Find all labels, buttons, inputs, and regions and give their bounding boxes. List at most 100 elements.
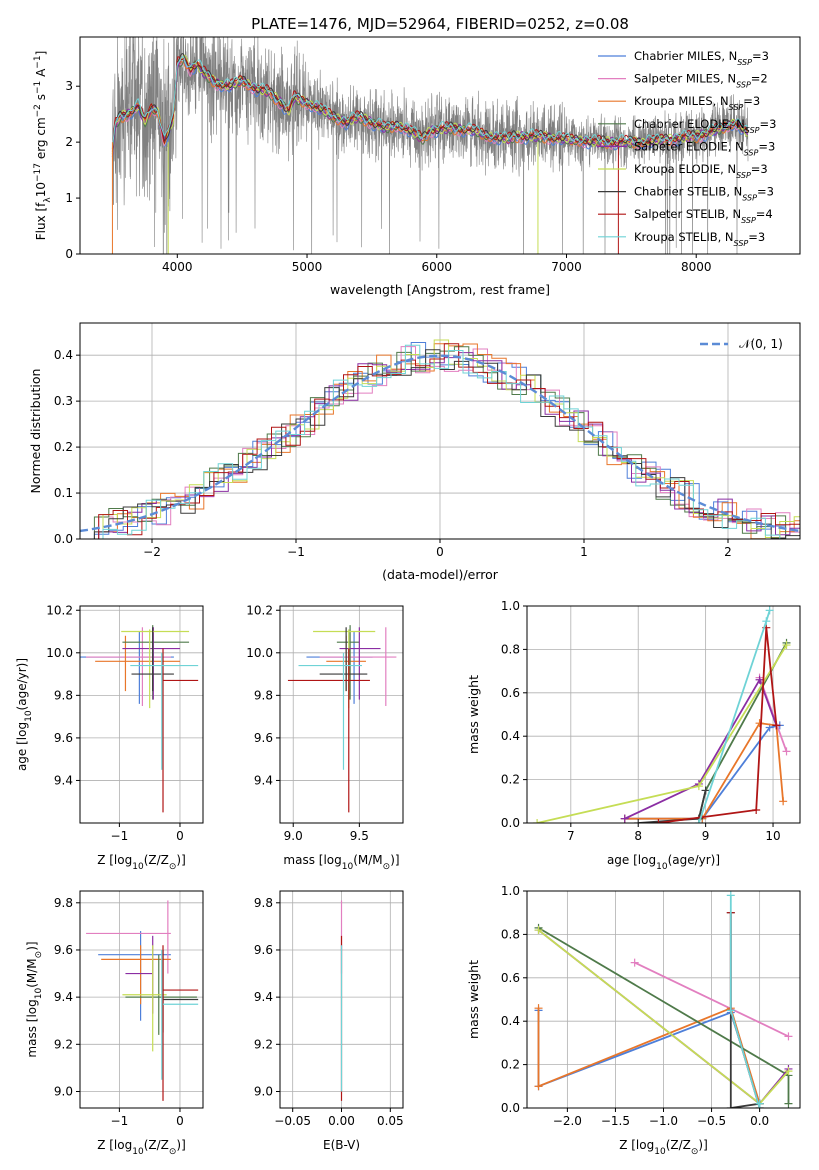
weight-point xyxy=(784,1099,793,1108)
weight-point xyxy=(784,1032,793,1041)
y-tick-label: 9.2 xyxy=(54,1037,73,1051)
y-tick-label: 0.2 xyxy=(501,1058,520,1072)
error-bar xyxy=(122,627,180,700)
weight-point xyxy=(630,958,639,967)
x-tick-label: 10 xyxy=(765,829,780,843)
model-spectrum xyxy=(111,54,748,155)
error-bar xyxy=(121,629,190,709)
y-tick-label: 9.0 xyxy=(54,1084,73,1098)
weight-point xyxy=(534,1082,543,1091)
x-tick-label: 9.0 xyxy=(284,829,303,843)
plot-area xyxy=(80,625,199,813)
gridlines xyxy=(80,606,203,823)
x-tick-label: −2.0 xyxy=(553,1114,582,1128)
residual-histogram xyxy=(80,349,800,539)
legend-entry: Kroupa STELIB, NSSP=3 xyxy=(634,230,765,248)
weight-point xyxy=(782,747,791,756)
legend-entry: Salpeter STELIB, NSSP=4 xyxy=(634,207,773,225)
gridlines xyxy=(280,606,403,823)
error-bar xyxy=(298,652,362,770)
x-tick-label: 5000 xyxy=(292,260,323,274)
weight-point xyxy=(765,606,774,615)
x-axis-label: E(B-V) xyxy=(323,1138,360,1152)
error-bar xyxy=(86,900,171,974)
plot-area xyxy=(80,339,800,539)
y-tick-label: 9.8 xyxy=(54,688,73,702)
y-tick-label: 9.0 xyxy=(254,1084,273,1098)
error-bar xyxy=(162,945,199,1101)
legend: Chabrier MILES, NSSP=3 Salpeter MILES, NS… xyxy=(598,49,776,247)
panel-spectrum: 4000 5000 6000 7000 8000 0 1 2 3 Chabrier MILES, … xyxy=(33,36,801,297)
y-tick-label: 0.4 xyxy=(501,729,520,743)
y-axis-label: age [log10(age/yr)] xyxy=(15,658,34,771)
weight-point xyxy=(726,1104,735,1108)
x-tick-label: 0.0 xyxy=(750,1114,769,1128)
weight-series xyxy=(634,961,789,1038)
y-tick-label: 0.4 xyxy=(54,348,73,362)
x-tick-label: 0 xyxy=(436,545,444,559)
x-tick-label: −0.05 xyxy=(274,1114,311,1128)
x-tick-label: 0.00 xyxy=(328,1114,355,1128)
plot-area xyxy=(287,625,397,813)
weight-point xyxy=(694,819,703,823)
panel-weight-vs-age: 7 8 9 10 0.0 0.2 0.4 0.6 0.8 1.0 age [log10(age/yr… xyxy=(466,599,801,872)
x-tick-label: 6000 xyxy=(421,260,452,274)
plot-area xyxy=(534,891,793,1108)
figure-title: PLATE=1476, MJD=52964, FIBERID=0252, z=0… xyxy=(251,15,629,33)
weight-point xyxy=(755,675,764,684)
panel-mass-vs-EBV: −0.05 0.00 0.05 9.0 9.2 9.4 9.6 9.8 E(B-V) xyxy=(254,890,404,1152)
y-tick-label: 0.6 xyxy=(501,971,520,985)
axes-frame xyxy=(79,890,204,1109)
weight-series xyxy=(658,627,778,823)
y-tick-label: 0.2 xyxy=(54,440,73,454)
y-tick-label: 10.0 xyxy=(246,646,273,660)
legend-entry: Chabrier STELIB, NSSP=3 xyxy=(634,185,774,203)
legend-entry: Salpeter ELODIE, NSSP=3 xyxy=(634,139,775,157)
weight-point xyxy=(779,797,788,806)
axes-frame xyxy=(526,605,801,824)
error-bar xyxy=(86,627,171,706)
x-axis-label: Z [log10(Z/Z⊙)] xyxy=(97,853,186,872)
residual-histogram xyxy=(88,344,800,539)
weight-point xyxy=(533,819,542,823)
y-tick-label: 0.8 xyxy=(501,927,520,941)
y-tick-label: 9.8 xyxy=(254,896,273,910)
x-tick-label: −0.5 xyxy=(697,1114,726,1128)
y-axis-label: Flux [fλ10−17 erg cm−2 s−1 A−1] xyxy=(33,51,53,241)
gaussian-curve xyxy=(80,354,800,533)
y-tick-label: 2 xyxy=(65,135,73,149)
y-tick-label: 0.2 xyxy=(501,773,520,787)
y-tick-label: 9.2 xyxy=(254,1037,273,1051)
legend-entry: 𝒩(0, 1) xyxy=(739,337,783,351)
x-tick-label: 0 xyxy=(176,829,184,843)
error-bar xyxy=(95,635,180,692)
y-tick-label: 0.0 xyxy=(54,532,73,546)
weight-point xyxy=(654,819,663,823)
weight-point xyxy=(634,819,643,823)
x-tick-label: −2 xyxy=(143,545,161,559)
error-bar xyxy=(122,945,167,1052)
y-tick-label: 10.0 xyxy=(46,646,73,660)
y-tick-label: 0.1 xyxy=(54,486,73,500)
x-tick-label: 7 xyxy=(567,829,575,843)
weight-point xyxy=(755,1099,764,1108)
error-bar xyxy=(336,625,360,700)
panel-weight-vs-Z: −2.0 −1.5 −1.0 −0.5 0.0 0.0 0.2 0.4 0.6 0.8 1.0 Z [… xyxy=(466,884,801,1157)
y-tick-label: 0.8 xyxy=(501,642,520,656)
weight-point xyxy=(784,1067,793,1076)
x-tick-label: −1 xyxy=(287,545,305,559)
y-tick-label: 9.6 xyxy=(54,943,73,957)
panel-age-vs-mass: 9.0 9.5 9.4 9.6 9.8 10.0 10.2 mass [log10(M/M⊙)… xyxy=(246,603,404,872)
weight-point xyxy=(782,641,791,650)
axes-frame xyxy=(279,605,404,824)
weight-point xyxy=(755,719,764,728)
x-tick-label: 9.5 xyxy=(350,829,369,843)
legend-entry: Chabrier ELODIE, NSSP=3 xyxy=(634,117,776,135)
y-tick-label: 0.6 xyxy=(501,686,520,700)
x-tick-label: 0.05 xyxy=(377,1114,404,1128)
y-tick-label: 9.4 xyxy=(54,990,73,1004)
plot-area xyxy=(111,37,749,254)
y-tick-label: 0.3 xyxy=(54,394,73,408)
x-axis-label: Z [log10(Z/Z⊙)] xyxy=(619,1138,708,1157)
x-tick-label: 9 xyxy=(702,829,710,843)
